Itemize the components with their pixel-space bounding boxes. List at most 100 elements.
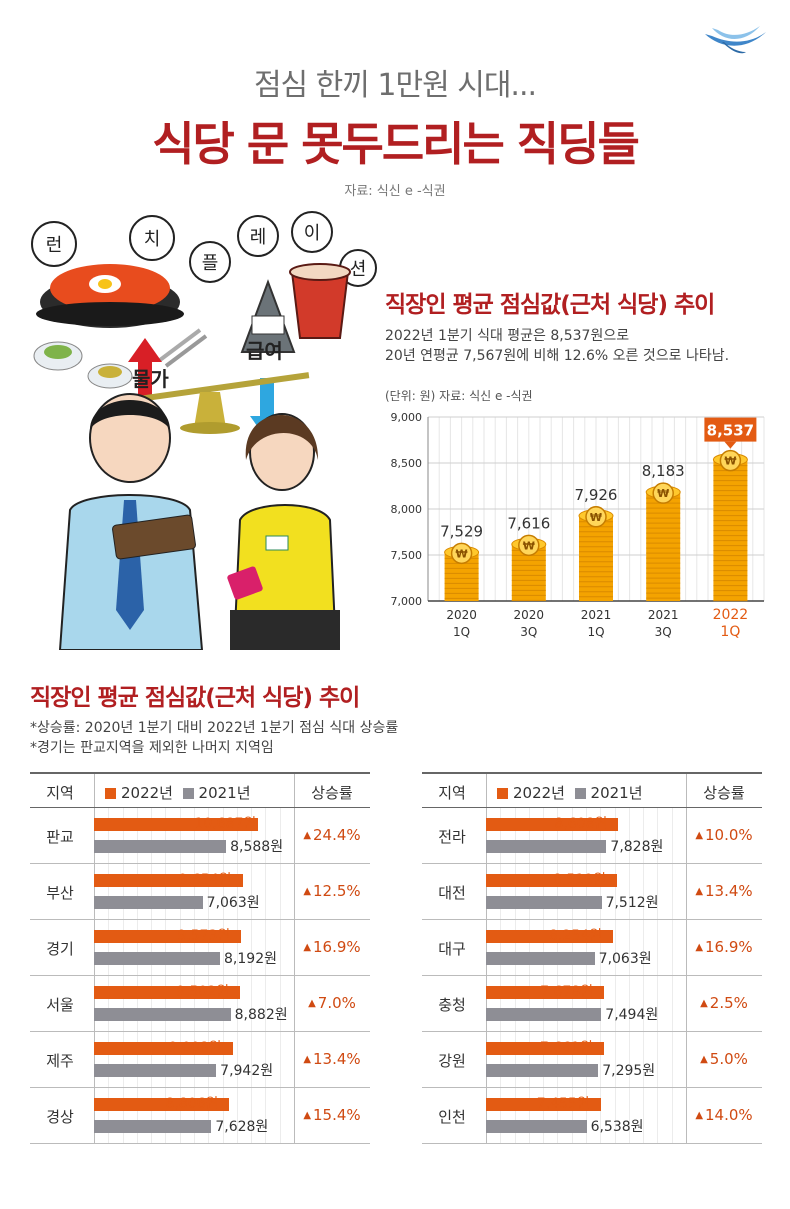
value-label-2021: 7,063원 <box>598 951 652 967</box>
bar-2021 <box>486 840 607 853</box>
region-name: 판교 <box>46 828 74 846</box>
chart1-bar: ₩8,183 <box>642 462 685 601</box>
rate-value: ▲ 16.9% <box>695 938 753 956</box>
speech-bubble-1: 런 <box>31 221 77 267</box>
chart1-category-label: 2021 <box>648 608 679 622</box>
chart1-category-label: 2020 <box>446 608 477 622</box>
bar-2022 <box>486 818 619 831</box>
legend-swatch-2021 <box>574 788 586 799</box>
chart1-bar: ₩7,616 <box>507 514 550 601</box>
salary-label: 급여 <box>246 339 283 363</box>
chart1-ytick-label: 9,000 <box>391 411 423 424</box>
bubble-text-4: 레 <box>250 227 267 248</box>
table-row: 부산 9,654원 7,063원 ▲ 12.5% <box>30 864 370 920</box>
region-name: 경상 <box>46 1108 74 1126</box>
bar-2021 <box>94 1064 217 1077</box>
region-name: 충청 <box>438 996 466 1014</box>
chart1-ytick-label: 7,000 <box>391 595 423 608</box>
table-row: 대구 8,254원 7,063원 ▲ 16.9% <box>422 920 762 976</box>
bar-2021 <box>486 952 595 965</box>
bar-2021 <box>486 1120 587 1133</box>
header-rate: 상승률 <box>311 784 353 802</box>
chart1-category-label: 2022 <box>713 607 749 623</box>
table-row: 전라 8,608원 7,828원 ▲ 10.0% <box>422 808 762 864</box>
value-label-2022: 7,455원 <box>536 1096 590 1112</box>
chart1-value-label: 8,183 <box>642 462 685 480</box>
chart1-ytick-label: 8,000 <box>391 503 423 516</box>
region-name: 대구 <box>438 940 466 958</box>
chart1-ytick-label: 7,500 <box>391 549 423 562</box>
chart1-coin-symbol: ₩ <box>523 539 535 552</box>
rate-value: ▲ 12.5% <box>303 882 361 900</box>
bubble-text-3: 플 <box>202 253 219 274</box>
rate-value: ▲ 15.4% <box>303 1106 361 1124</box>
chart1-category-label: 1Q <box>720 624 740 640</box>
price-label: 물가 <box>132 367 169 391</box>
bar-2021 <box>94 952 221 965</box>
table-row: 대전 8,519원 7,512원 ▲ 13.4% <box>422 864 762 920</box>
bar-2021 <box>486 1064 599 1077</box>
header-region: 지역 <box>438 784 466 802</box>
chart1-category-label: 3Q <box>655 625 672 639</box>
chart1-desc-line2: 20년 연평균 7,567원에 비해 12.6% 오른 것으로 나타남. <box>385 348 730 364</box>
brand-logo-icon <box>705 26 766 54</box>
chart1-value-label: 7,616 <box>507 514 550 532</box>
value-label-2021: 6,538원 <box>590 1119 644 1135</box>
chart1-value-label: 7,529 <box>440 522 483 540</box>
bar-2022 <box>486 986 605 999</box>
legend-swatch-2021 <box>182 788 194 799</box>
value-label-2021: 7,828원 <box>610 839 664 855</box>
value-label-2022: 9,502원 <box>176 984 230 1000</box>
chart1-coin-symbol: ₩ <box>657 487 669 500</box>
chart1-category-label: 1Q <box>453 625 470 639</box>
bubble-text-5: 이 <box>304 223 321 244</box>
chart1-description: 2022년 1분기 식대 평균은 8,537원으로 20년 연평균 7,567원… <box>385 326 785 366</box>
legend: 2022년 2021년 <box>497 782 643 803</box>
value-label-2022: 7,661원 <box>539 1040 593 1056</box>
chart1-coin-stack <box>579 515 613 601</box>
legend-2021: 2021년 <box>590 784 643 802</box>
value-label-2022: 9,654원 <box>178 872 232 888</box>
rate-value: ▲ 14.0% <box>695 1106 753 1124</box>
speech-bubble-5: 이 <box>291 211 333 253</box>
value-label-2022: 7,678원 <box>540 984 594 1000</box>
table-row: 충청 7,678원 7,494원 ▲ 2.5% <box>422 976 762 1032</box>
rate-value: ▲ 13.4% <box>695 882 753 900</box>
bubble-text-2: 치 <box>144 229 161 250</box>
rate-value: ▲ 16.9% <box>303 938 361 956</box>
chart1-coin-symbol: ₩ <box>724 455 736 468</box>
chart1-coin-icon <box>585 506 607 528</box>
bar-2022 <box>94 1098 230 1111</box>
speech-bubble-3: 플 <box>189 241 231 283</box>
value-label-2021: 8,882원 <box>234 1007 288 1023</box>
value-label-2022: 9,008원 <box>168 1040 222 1056</box>
bar-2022 <box>486 874 618 887</box>
chart1-category-label: 1Q <box>587 625 604 639</box>
value-label-2022: 8,806원 <box>165 1096 219 1112</box>
header-rate: 상승률 <box>703 784 745 802</box>
value-label-2021: 7,942원 <box>220 1063 274 1079</box>
table-row: 경기 9,573원 8,192원 ▲ 16.9% <box>30 920 370 976</box>
chart2-note-1: *상승률: 2020년 1분기 대비 2022년 1분기 점심 식대 상승률 <box>30 720 399 736</box>
table-row: 강원 7,661원 7,295원 ▲ 5.0% <box>422 1032 762 1088</box>
bar-2021 <box>94 896 203 909</box>
value-label-2022: 10,687원 <box>194 816 257 832</box>
source-caption: 자료: 식신 e -식권 <box>344 184 446 199</box>
legend-2021: 2021년 <box>198 784 251 802</box>
bar-2022 <box>486 930 613 943</box>
chart1-highlight-box <box>704 417 757 442</box>
region-name: 부산 <box>46 884 74 902</box>
value-label-2021: 7,295원 <box>602 1063 656 1079</box>
table-row: 판교 10,687원 8,588원 ▲ 24.4% <box>30 808 370 864</box>
region-name: 대전 <box>438 884 466 902</box>
chart1-value-label: 8,537 <box>707 422 754 440</box>
pre-title: 점심 한끼 1만원 시대... <box>253 68 537 103</box>
speech-bubble-6: 션 <box>339 249 377 287</box>
chart1-category-label: 3Q <box>520 625 537 639</box>
table-header: 지역 2022년 2021년 상승률 <box>30 772 370 808</box>
bar-2022 <box>94 1042 233 1055</box>
table-row: 서울 9,502원 8,882원 ▲ 7.0% <box>30 976 370 1032</box>
chart1-coin-symbol: ₩ <box>590 511 602 524</box>
chart1-desc-line1: 2022년 1분기 식대 평균은 8,537원으로 <box>385 328 630 344</box>
